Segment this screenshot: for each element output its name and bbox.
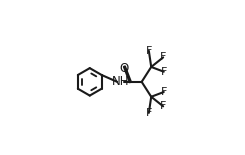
Text: F: F bbox=[160, 52, 166, 62]
Text: NH: NH bbox=[112, 75, 130, 88]
Text: F: F bbox=[146, 46, 152, 56]
Text: F: F bbox=[146, 108, 152, 118]
Text: F: F bbox=[160, 87, 167, 97]
Text: F: F bbox=[160, 101, 166, 111]
Text: O: O bbox=[119, 62, 128, 75]
Text: F: F bbox=[160, 67, 167, 77]
